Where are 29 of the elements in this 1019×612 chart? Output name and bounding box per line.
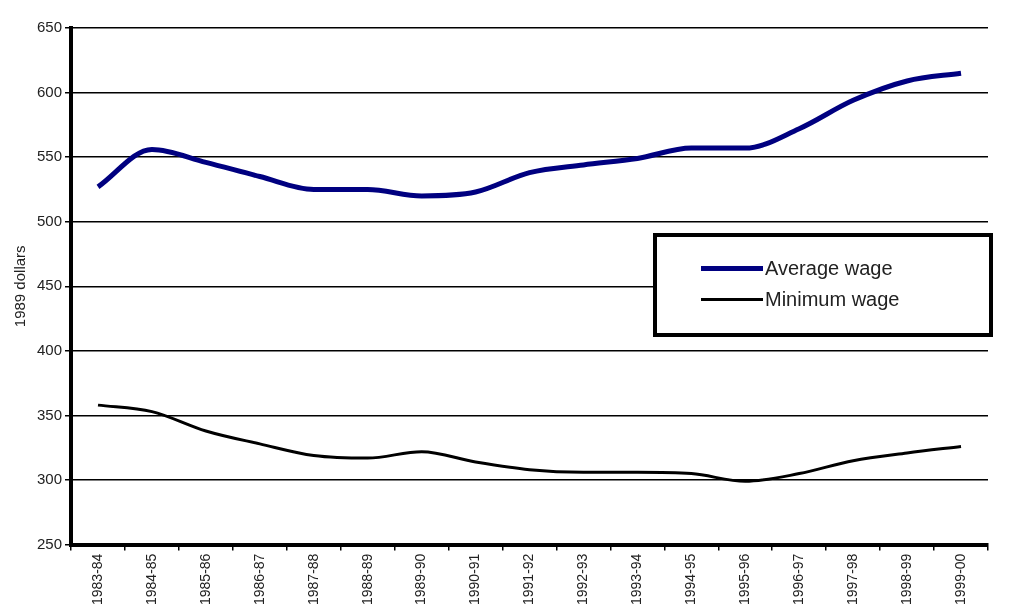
y-tick-label: 250: [37, 534, 63, 552]
y-tick-label: 350: [37, 405, 63, 423]
x-tick-label: 1990-91: [466, 553, 483, 606]
x-tick-label: 1984-85: [142, 553, 159, 606]
x-tick-label: 1989-90: [412, 553, 429, 606]
y-tick-label: 550: [37, 147, 63, 165]
y-tick-label: 300: [37, 470, 63, 488]
x-tick-label: 1997-98: [844, 553, 861, 606]
x-tick-label: 1986-87: [250, 553, 267, 606]
x-tick-label: 1998-99: [897, 553, 914, 606]
y-tick-label: 500: [37, 211, 63, 229]
legend-label: Minimum wage: [765, 288, 900, 311]
x-tick-label: 1993-94: [628, 553, 645, 606]
y-tick-label: 450: [37, 276, 63, 294]
legend-label: Average wage: [765, 257, 893, 280]
x-tick-label: 1994-95: [682, 553, 699, 606]
x-tick-label: 1985-86: [196, 553, 213, 606]
x-tick-label: 1999-00: [951, 553, 968, 606]
x-tick-label: 1987-88: [304, 553, 321, 606]
y-axis-title: 1989 dollars: [11, 245, 29, 328]
x-tick-label: 1996-97: [790, 553, 807, 606]
y-tick-label: 650: [37, 18, 63, 36]
x-tick-label: 1995-96: [736, 553, 753, 606]
y-tick-label: 600: [37, 82, 63, 100]
x-tick-label: 1983-84: [88, 553, 105, 606]
y-tick-label: 400: [37, 341, 63, 359]
x-tick-label: 1991-92: [520, 553, 537, 606]
x-tick-label: 1992-93: [574, 553, 591, 606]
x-tick-label: 1988-89: [358, 553, 375, 606]
